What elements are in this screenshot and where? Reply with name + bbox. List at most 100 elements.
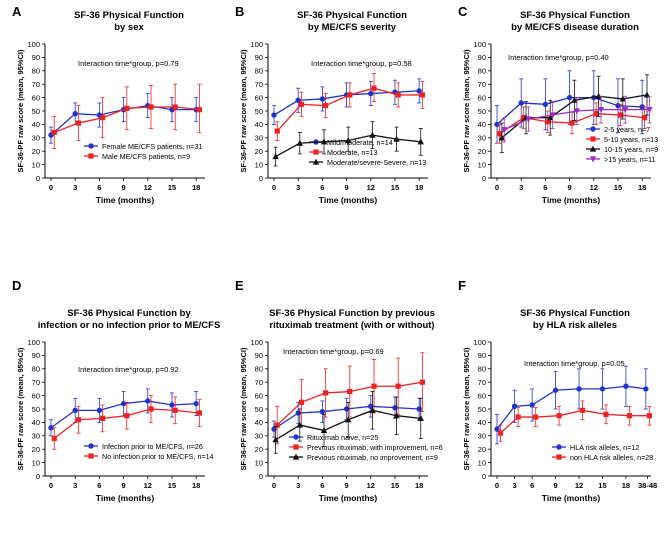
legend-label: Infection prior to ME/CFS, n=26	[102, 442, 203, 451]
data-point	[518, 100, 524, 106]
data-point	[419, 92, 425, 98]
data-point	[298, 399, 305, 405]
legend-marker	[88, 143, 94, 149]
legend-marker	[590, 126, 596, 132]
data-point	[371, 85, 377, 91]
y-tick-label: 10	[478, 458, 486, 467]
legend-marker	[590, 136, 596, 142]
x-tick-label: 0	[49, 183, 53, 192]
chart-title-line: by ME/CFS severity	[308, 22, 397, 33]
chart-title-line: infection or no infection prior to ME/CF…	[38, 320, 221, 331]
x-tick-label: 18	[415, 183, 423, 192]
chart-title-line: SF-36 Physical Function	[297, 10, 407, 21]
panel-letter: A	[12, 4, 22, 19]
data-point	[393, 412, 400, 419]
data-point	[145, 398, 151, 404]
data-point	[75, 120, 82, 126]
data-point	[344, 416, 352, 423]
x-tick-label: 3	[519, 183, 523, 192]
y-axis-label: SF-36-PF raw score (mean, 95%CI)	[239, 347, 248, 470]
data-point	[617, 112, 623, 118]
y-tick-label: 60	[255, 93, 263, 102]
y-tick-label: 20	[478, 147, 486, 156]
y-tick-label: 90	[32, 351, 40, 360]
data-point	[417, 138, 424, 145]
y-tick-label: 20	[32, 445, 40, 454]
y-tick-label: 60	[32, 391, 40, 400]
data-point	[295, 97, 301, 103]
x-tick-label: 18	[622, 481, 630, 490]
data-point	[576, 386, 582, 392]
y-tick-label: 20	[255, 147, 263, 156]
data-point	[545, 119, 551, 125]
data-point	[124, 413, 130, 419]
y-axis-label: SF-36-PF raw score (mean, 95%CI)	[462, 49, 471, 172]
y-tick-label: 60	[478, 391, 486, 400]
data-point	[51, 435, 57, 442]
data-point	[547, 114, 554, 121]
series-purple	[501, 95, 653, 143]
legend-label: Moderate, n=13	[327, 148, 378, 157]
data-point	[603, 411, 609, 417]
data-point	[622, 107, 629, 114]
data-point	[643, 386, 649, 392]
data-point	[298, 101, 305, 107]
data-point	[566, 94, 573, 101]
legend-marker	[556, 454, 562, 460]
x-tick-label: 12	[144, 481, 152, 490]
x-tick-label: 3	[512, 481, 516, 490]
data-point	[169, 402, 175, 408]
legend-marker	[293, 444, 299, 450]
y-tick-label: 90	[255, 53, 263, 62]
chart-title-line: by ME/CFS disease duration	[511, 22, 639, 33]
chart-title-line: SF-36 Physical Function	[74, 10, 184, 21]
data-point	[100, 115, 106, 121]
panel-letter: F	[458, 278, 466, 293]
series-red	[51, 83, 202, 149]
panel-letter: B	[235, 4, 244, 19]
chart-title-line: by HLA risk alleles	[533, 320, 617, 331]
data-point	[525, 116, 532, 123]
y-tick-label: 100	[27, 40, 40, 49]
data-point	[193, 400, 199, 407]
panel-e: E SF-36 Physical Function by previousritu…	[235, 278, 443, 503]
legend-label: No infection prior to ME/CFS, n=14	[102, 452, 214, 461]
legend-label: 2-5 years, n=7	[604, 125, 650, 134]
x-tick-label: 9	[121, 183, 125, 192]
data-point	[369, 131, 376, 138]
data-point	[615, 102, 621, 109]
series-blue	[271, 78, 422, 125]
legend-label: Male ME/CFS patients, n=9	[102, 152, 190, 161]
chart-title-line: rituximab treatment (with or without)	[269, 320, 434, 331]
x-tick-label: 9	[344, 481, 348, 490]
series-red	[497, 400, 652, 442]
data-point	[319, 96, 326, 102]
interaction-annotation: Interaction time*group, p=0.05	[524, 359, 625, 368]
y-tick-label: 80	[255, 365, 263, 374]
x-tick-label: 0	[495, 183, 499, 192]
x-tick-label: 15	[598, 481, 606, 490]
series-black	[272, 121, 424, 167]
y-tick-label: 40	[32, 418, 40, 427]
legend-label: >15 years, n=11	[604, 155, 655, 164]
interaction-annotation: Interaction time*group, p=0.58	[311, 59, 412, 68]
y-tick-label: 20	[255, 445, 263, 454]
data-point	[148, 104, 154, 110]
y-tick-label: 70	[478, 80, 486, 89]
data-point	[533, 414, 539, 420]
data-point	[368, 90, 374, 97]
data-point	[569, 120, 575, 126]
data-point	[296, 139, 304, 146]
y-tick-label: 50	[255, 107, 263, 116]
y-tick-label: 80	[32, 67, 40, 76]
x-tick-label: 9	[567, 183, 571, 192]
y-tick-label: 0	[36, 174, 40, 183]
x-tick-label: 9	[344, 183, 348, 192]
series-blue	[494, 365, 649, 445]
data-point	[597, 107, 605, 114]
data-point	[148, 406, 154, 412]
legend-marker	[88, 453, 94, 459]
y-tick-label: 40	[32, 120, 40, 129]
